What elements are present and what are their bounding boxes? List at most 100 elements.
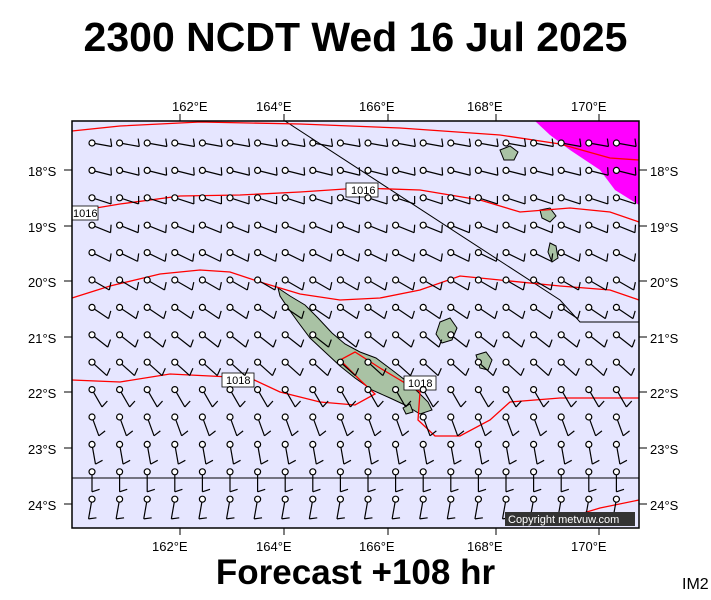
wind-barb-feather	[302, 253, 305, 262]
station-circle-icon	[502, 194, 510, 202]
station-circle-icon	[585, 166, 593, 174]
wind-barb-feather	[634, 167, 637, 176]
station-circle-icon	[447, 276, 455, 284]
wind-barb-icon	[564, 142, 582, 148]
wind-barb-feather	[273, 310, 277, 319]
lat-label-left: 21°S	[28, 331, 57, 346]
wind-barb-feather	[219, 282, 222, 291]
wind-barb-feather	[423, 488, 431, 493]
wind-barb-feather	[374, 430, 382, 437]
wind-barb-feather	[198, 517, 207, 520]
station-circle-icon	[198, 495, 206, 503]
station-circle-icon	[612, 413, 621, 421]
station-circle-icon	[88, 495, 96, 503]
new-caledonia-island	[277, 286, 433, 415]
station-circle-icon	[364, 166, 372, 174]
wind-barb-icon	[508, 280, 524, 291]
station-circle-icon	[171, 166, 179, 174]
station-circle-icon	[557, 386, 565, 394]
station-circle-icon	[557, 495, 565, 503]
wind-barb-feather	[220, 138, 223, 147]
wind-barb-icon	[205, 198, 222, 205]
wind-barb-icon	[535, 363, 549, 377]
station-circle-icon	[585, 276, 593, 284]
station-circle-icon	[502, 276, 510, 284]
station-circle-icon	[198, 194, 206, 202]
wind-barb-feather	[88, 517, 97, 520]
station-circle-icon	[198, 139, 206, 147]
wind-barb-feather	[548, 339, 553, 348]
lat-label-right: 22°S	[650, 386, 679, 401]
station-circle-icon	[557, 303, 565, 311]
station-circle-icon	[254, 221, 262, 229]
station-circle-icon	[171, 440, 179, 448]
station-circle-icon	[88, 221, 96, 229]
wind-barb-icon	[287, 170, 305, 176]
wind-barb-feather	[561, 488, 569, 493]
station-circle-icon	[254, 386, 262, 394]
wind-barb-icon	[93, 336, 109, 348]
wind-barb-feather	[412, 253, 416, 262]
wind-barb-feather	[315, 459, 324, 465]
wind-barb-icon	[426, 142, 444, 148]
wind-barb-feather	[272, 339, 277, 348]
wind-barb-feather	[236, 430, 244, 437]
wind-barb-feather	[254, 517, 263, 520]
wind-barb-icon	[618, 363, 632, 377]
wind-barb-feather	[524, 167, 527, 176]
wind-barb-feather	[496, 224, 499, 233]
station-circle-icon	[254, 139, 262, 147]
wind-barb-icon	[563, 225, 580, 234]
wind-barb-icon	[452, 363, 467, 377]
station-circle-icon	[198, 358, 206, 366]
station-circle-icon	[529, 358, 538, 366]
isobar-1016	[71, 187, 640, 223]
wind-barb-icon	[87, 502, 93, 520]
map-frame	[71, 120, 640, 529]
pressure-label: 1018	[408, 378, 432, 390]
wind-barb-feather	[260, 459, 269, 465]
wind-barb-icon	[423, 447, 428, 465]
wind-barb-icon	[313, 419, 321, 436]
wind-barb-icon	[205, 170, 222, 176]
wind-barb-icon	[122, 198, 139, 205]
station-circle-icon	[557, 358, 565, 366]
wind-barb-icon	[561, 447, 566, 465]
wind-barb-feather	[619, 459, 628, 465]
station-circle-icon	[115, 276, 124, 284]
station-circle-icon	[419, 386, 427, 394]
lat-label-left: 20°S	[28, 275, 57, 290]
station-circle-icon	[336, 413, 344, 421]
wind-barb-feather	[328, 310, 333, 319]
wind-barb-icon	[177, 142, 195, 148]
station-circle-icon	[447, 468, 455, 476]
station-circle-icon	[143, 303, 151, 311]
station-circle-icon	[419, 166, 427, 174]
station-circle-icon	[226, 386, 234, 394]
wind-barb-icon	[287, 308, 303, 320]
wind-barb-feather	[189, 339, 194, 348]
wind-barb-icon	[177, 253, 194, 262]
wind-barb-icon	[176, 336, 191, 348]
station-circle-icon	[502, 331, 510, 339]
station-circle-icon	[226, 166, 234, 174]
wind-barb-feather	[300, 339, 305, 348]
station-circle-icon	[392, 495, 400, 503]
station-circle-icon	[171, 468, 179, 476]
station-circle-icon	[612, 440, 621, 448]
wind-barb-feather	[271, 368, 277, 376]
station-circle-icon	[115, 166, 124, 174]
wind-barb-feather	[383, 339, 388, 348]
wind-barb-feather	[367, 488, 376, 493]
station-circle-icon	[143, 249, 151, 257]
wind-barb-feather	[153, 430, 161, 437]
wind-barb-feather	[551, 138, 554, 147]
station-circle-icon	[557, 194, 565, 202]
wind-barb-icon	[260, 142, 278, 148]
station-circle-icon	[529, 468, 538, 476]
wind-barb-feather	[441, 224, 443, 233]
station-circle-icon	[254, 413, 262, 421]
station-circle-icon	[474, 413, 482, 421]
station-circle-icon	[364, 221, 372, 229]
wind-barb-feather	[453, 459, 462, 465]
